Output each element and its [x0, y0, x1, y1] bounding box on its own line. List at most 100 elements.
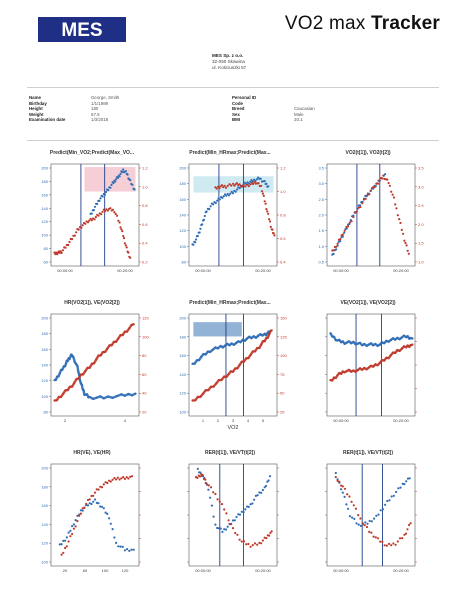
left-tick-label: 60 [44, 260, 49, 265]
data-point [92, 209, 95, 212]
data-point [215, 382, 218, 385]
left-tick-label: 140 [41, 206, 48, 211]
data-point [394, 338, 397, 341]
data-point [71, 354, 74, 357]
x-tick-label: 5 [262, 418, 265, 423]
info-label: Breed [232, 106, 245, 112]
data-point [389, 354, 392, 357]
data-point [264, 334, 268, 337]
data-point [374, 342, 377, 346]
data-point [97, 502, 100, 505]
data-point [98, 199, 101, 202]
right-tick-label: 0.6 [280, 236, 286, 241]
data-point [207, 484, 210, 487]
data-point [253, 498, 256, 501]
data-point [399, 486, 402, 489]
series-red [334, 476, 412, 547]
data-point [81, 224, 84, 227]
data-point [354, 370, 357, 373]
data-point [71, 238, 74, 241]
plot-frame [50, 313, 140, 417]
data-point [224, 344, 227, 347]
data-point [216, 526, 219, 530]
data-point [110, 344, 113, 347]
data-point [72, 523, 75, 526]
data-point [338, 338, 341, 341]
data-point [371, 186, 374, 189]
company-street: ul. Kościuszki 57 [212, 65, 247, 71]
data-point [340, 341, 343, 344]
data-point [403, 483, 406, 486]
data-point [79, 509, 82, 512]
data-point [406, 528, 409, 531]
data-point [115, 478, 118, 481]
data-point [75, 362, 78, 366]
data-point [90, 212, 93, 215]
data-point [265, 208, 268, 211]
data-point [237, 340, 240, 343]
data-point [125, 476, 128, 479]
data-point [67, 540, 70, 543]
data-point [268, 534, 271, 537]
data-point [239, 341, 242, 344]
data-point [207, 389, 210, 392]
data-point [117, 219, 120, 222]
chart-svg: 00:00:00 00:20:00 [325, 313, 417, 423]
data-point [224, 186, 228, 189]
data-point [64, 365, 67, 368]
data-point [357, 523, 360, 526]
data-point [380, 177, 384, 180]
data-point [130, 548, 133, 551]
left-tick-label: 80 [182, 260, 187, 265]
data-point [71, 385, 74, 388]
right-tick-label: 0.8 [280, 213, 286, 218]
data-point [127, 477, 130, 480]
data-point [350, 370, 353, 373]
data-point [62, 551, 65, 554]
data-point [79, 512, 82, 515]
data-point [339, 238, 342, 241]
data-point [261, 340, 264, 343]
chart-title: RER(t[1]), VE/VT(t[2]) [205, 450, 255, 456]
data-point [204, 353, 207, 356]
data-point [253, 350, 257, 353]
data-point [352, 369, 355, 372]
data-point [60, 251, 63, 254]
data-point [110, 183, 113, 186]
data-point [221, 530, 224, 533]
data-point [242, 360, 246, 363]
data-point [387, 340, 390, 343]
data-point [352, 504, 355, 507]
data-point [113, 211, 116, 214]
data-point [118, 221, 121, 224]
data-point [361, 202, 364, 205]
data-point [260, 491, 263, 494]
data-point [130, 323, 133, 327]
series-blue [331, 173, 387, 256]
data-point [76, 520, 79, 523]
data-point [122, 168, 125, 171]
data-point [332, 376, 336, 379]
x-tick-label: 00:00:00 [333, 568, 349, 573]
plot-frame [188, 313, 278, 417]
data-point [229, 192, 232, 195]
data-point [351, 516, 354, 519]
data-point [223, 184, 226, 187]
data-point [408, 477, 411, 480]
data-point [129, 256, 132, 259]
left-tick-label: 160 [179, 353, 186, 358]
data-point [212, 491, 215, 494]
left-tick-label: 200 [41, 166, 48, 171]
data-point [90, 494, 93, 498]
data-point [124, 170, 127, 173]
data-point [231, 527, 235, 530]
data-point [253, 542, 257, 545]
x-tick-label: 1 [202, 418, 205, 423]
data-point [101, 210, 104, 213]
data-point [194, 238, 198, 241]
data-point [221, 346, 224, 349]
data-point [75, 378, 78, 381]
data-point [132, 323, 135, 326]
data-point [246, 183, 249, 186]
left-tick-label: 120 [179, 228, 186, 233]
